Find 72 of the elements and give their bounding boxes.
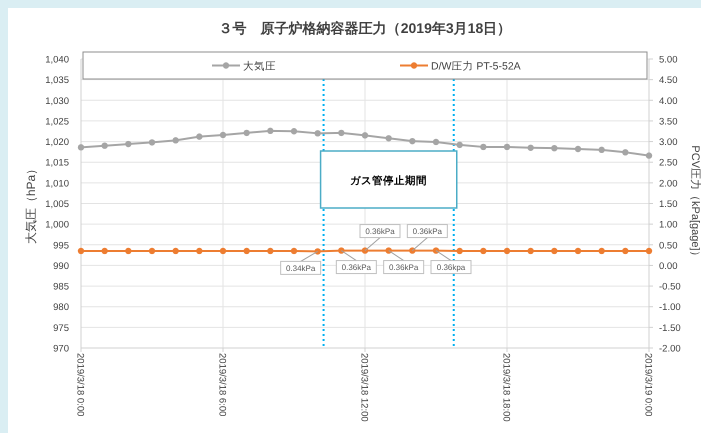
y2-tick-label: 4.00: [659, 96, 678, 107]
point: [172, 137, 179, 144]
point: [267, 128, 274, 134]
point: [551, 144, 558, 152]
y-tick-label: 1,015: [45, 158, 69, 169]
chart-title: ３号 原子炉格納容器圧力（2019年3月18日）: [218, 20, 512, 36]
y-tick-label: 1,040: [45, 54, 69, 66]
point: [622, 149, 629, 156]
y2-tick-label: 2.00: [659, 178, 678, 190]
point: [290, 128, 298, 134]
x-tick-label: 2019/3/18 12:00: [358, 353, 370, 422]
x-tick-label: 2019/3/19 0:00: [642, 353, 654, 416]
y2-tick-label: 5.00: [659, 54, 678, 66]
point: [480, 144, 487, 150]
x-tick-label: 2019/3/18 0:00: [74, 353, 86, 416]
point: [125, 140, 132, 148]
y2-tick-label: -2.00: [659, 344, 681, 354]
y2-tick-label: -0.50: [659, 282, 681, 293]
y2-tick-label: -1.50: [659, 322, 681, 334]
point: [432, 138, 440, 146]
y2-tick-label: 3.00: [659, 137, 678, 148]
annotation: ガス管停止期間: [350, 174, 428, 187]
point: [314, 130, 321, 137]
y-tick-label: 1,000: [45, 220, 69, 231]
point: [220, 132, 226, 138]
point: [78, 144, 84, 151]
data-label: 0.36kPa: [365, 227, 396, 236]
point: [101, 142, 108, 149]
data-label: 0.36kpa: [436, 263, 466, 272]
x-tick-label: 2019/3/18 6:00: [216, 353, 228, 416]
point: [646, 152, 652, 159]
legend-label: D/W圧力 PT-5-52A: [431, 60, 521, 72]
y-tick-label: 1,025: [45, 116, 69, 128]
y-axis-title: 大気圧（hPa）: [24, 162, 38, 244]
data-label: 0.36kPa: [388, 263, 419, 272]
y2-tick-label: -1.00: [659, 302, 681, 314]
y2-axis-title: PCV圧力（kPa[gage]）: [689, 145, 701, 262]
point: [456, 142, 463, 148]
data-label: 0.34kPa: [286, 264, 316, 273]
x-tick-label: 2019/3/18 18:00: [500, 353, 512, 422]
y-tick-label: 1,020: [45, 137, 69, 148]
legend-label: 大気圧: [243, 60, 276, 72]
point: [504, 144, 510, 150]
point: [338, 130, 345, 136]
data-label: 0.36kPa: [342, 263, 372, 272]
y-tick-label: 985: [53, 282, 69, 293]
point: [385, 135, 392, 142]
y-tick-label: 995: [53, 240, 69, 252]
point: [243, 130, 250, 136]
y-tick-label: 970: [53, 344, 69, 354]
y-tick-label: 990: [53, 260, 69, 272]
y2-tick-label: 4.50: [659, 75, 678, 86]
y-tick-label: 975: [53, 322, 69, 334]
point: [409, 138, 416, 144]
point: [148, 139, 156, 146]
point: [527, 144, 534, 151]
data-label: 0.36kPa: [412, 227, 443, 236]
y-tick-label: 1,010: [45, 178, 69, 190]
y-tick-label: 1,035: [45, 75, 69, 86]
point: [362, 132, 368, 139]
y-tick-label: 1,005: [45, 199, 69, 210]
point: [598, 146, 605, 154]
y2-tick-label: 2.50: [659, 158, 678, 169]
y2-tick-label: 3.50: [659, 116, 678, 128]
y-tick-label: 1,030: [45, 96, 69, 107]
y2-tick-label: 1.00: [659, 220, 678, 231]
y2-tick-label: 0.50: [659, 240, 678, 252]
y2-tick-label: 1.50: [659, 199, 678, 210]
point: [196, 133, 203, 140]
y2-tick-label: 0.00: [659, 260, 678, 272]
y-tick-label: 980: [53, 302, 69, 314]
point: [574, 146, 582, 152]
